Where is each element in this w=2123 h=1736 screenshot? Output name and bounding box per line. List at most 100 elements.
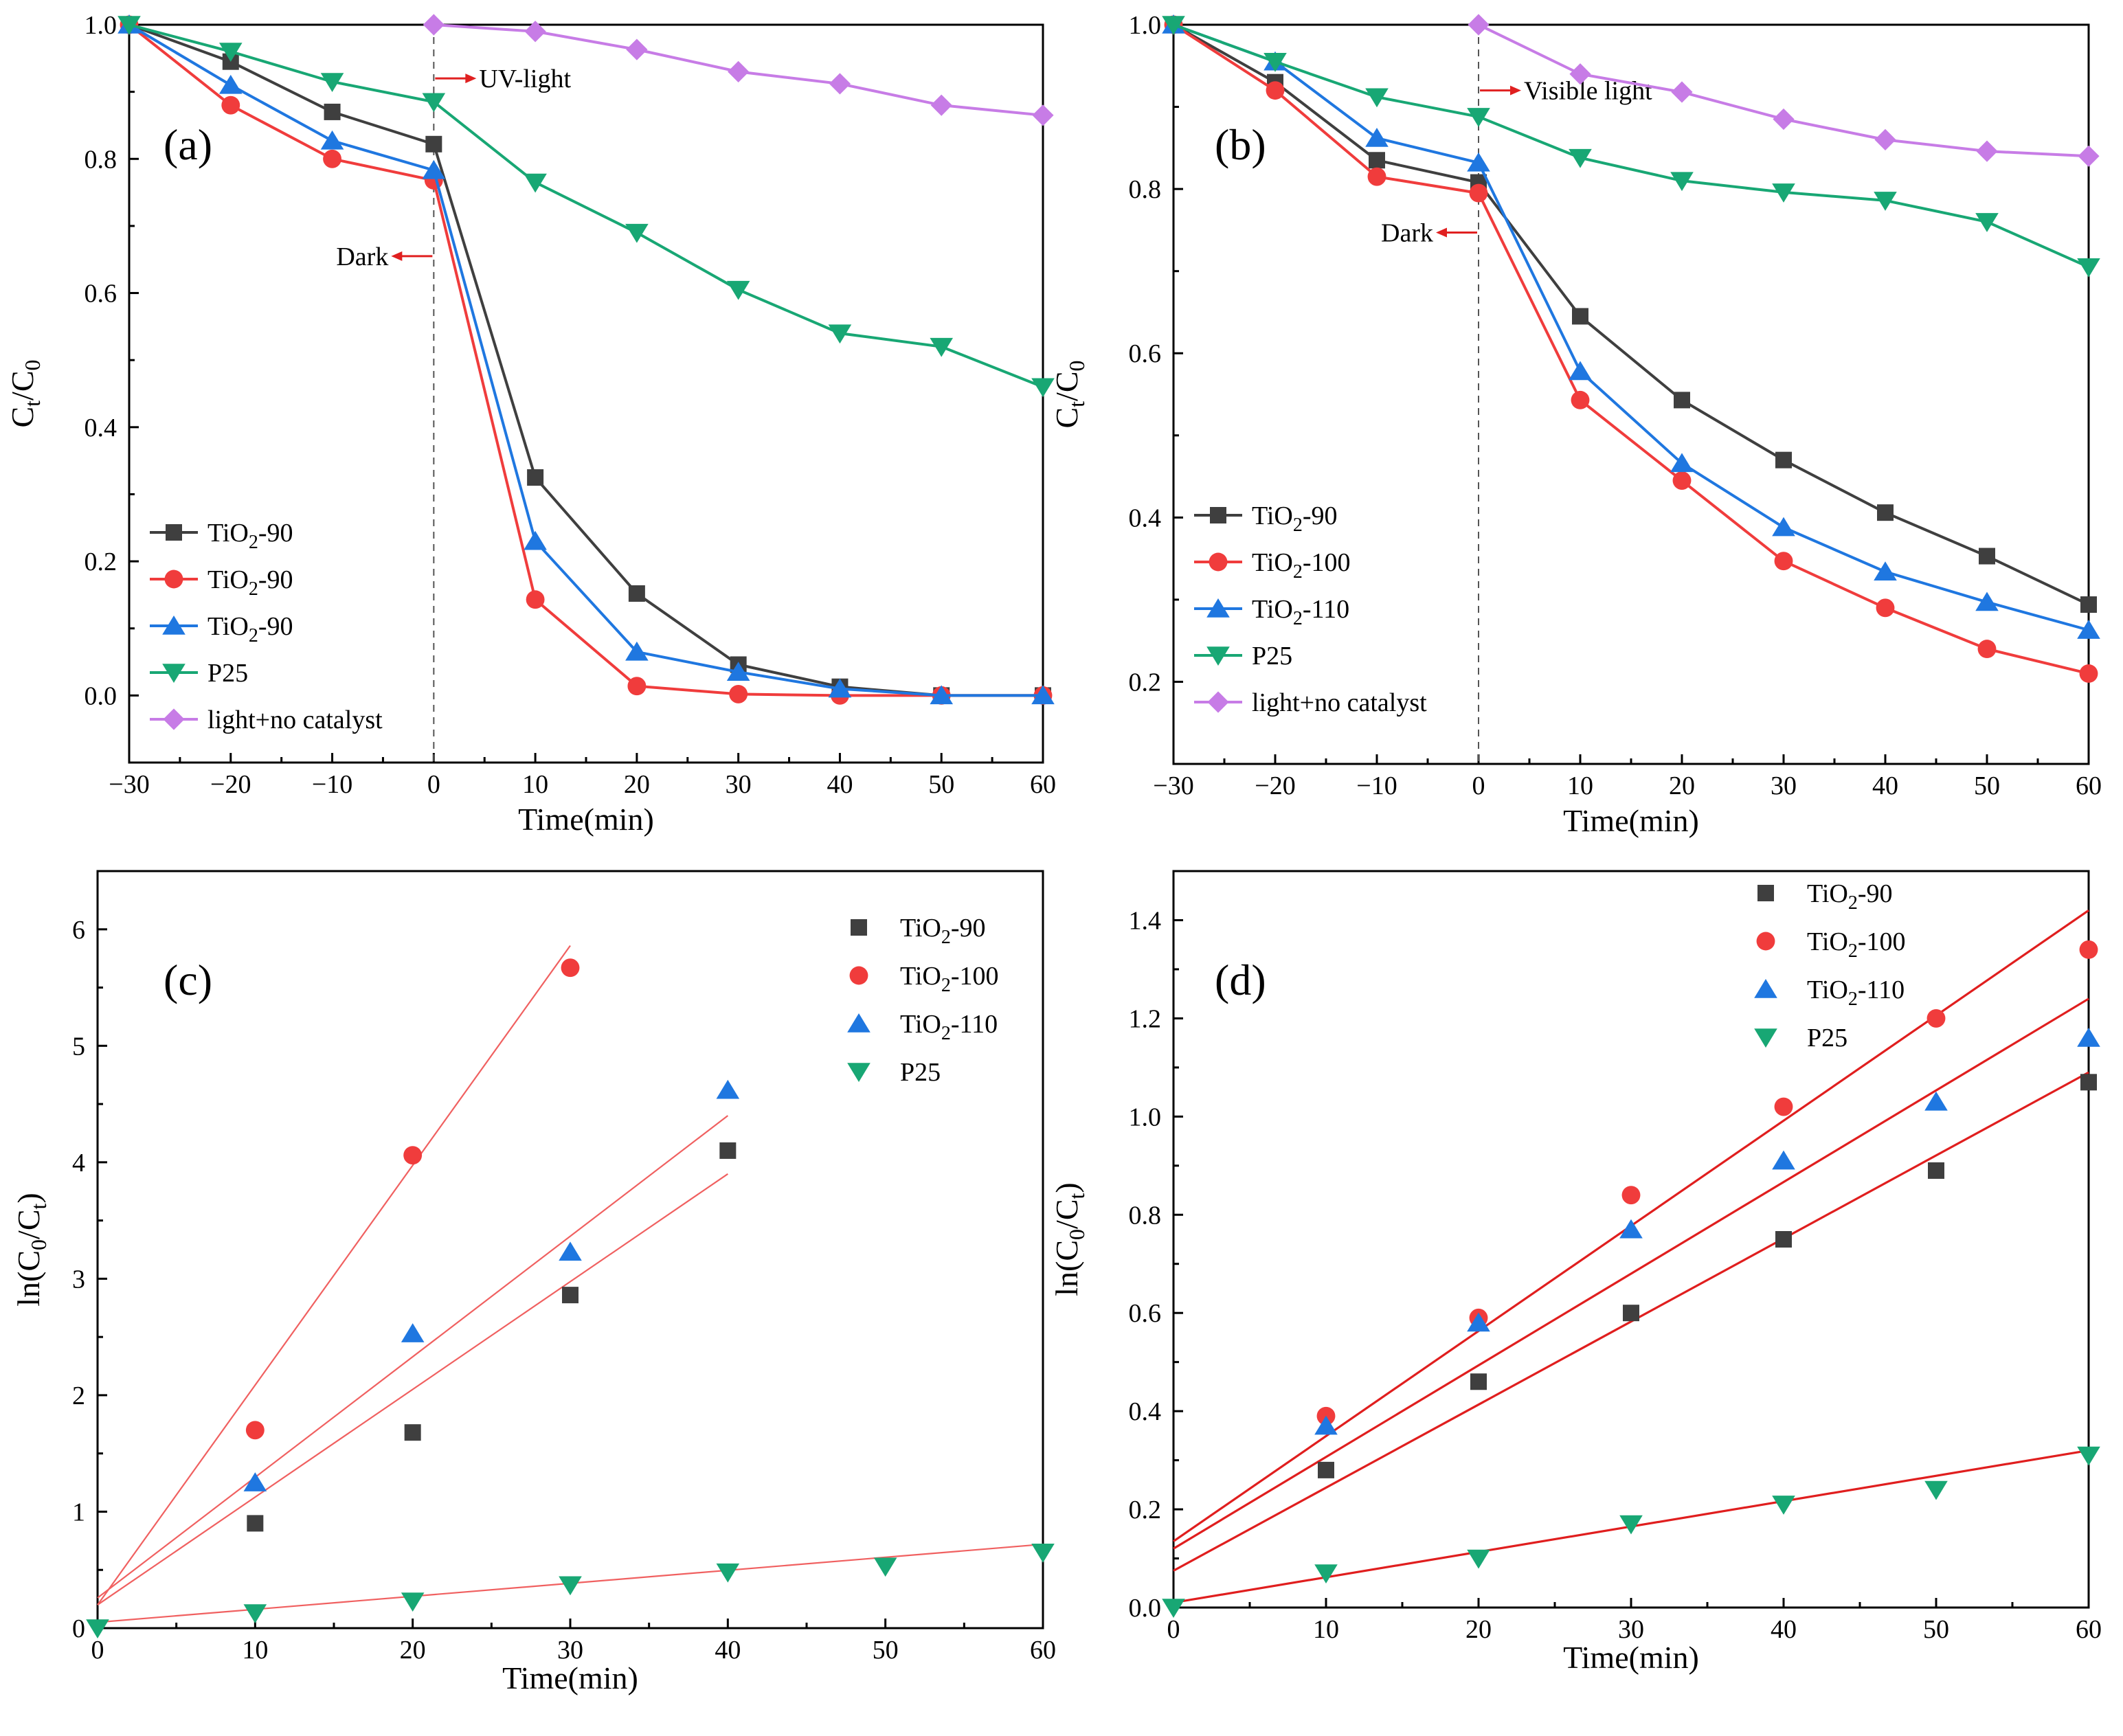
fit-line-0 [1173,1071,2089,1572]
data-point [1318,1461,1334,1478]
y-tick-label: 0 [72,1614,85,1643]
legend-label: P25 [900,1058,941,1087]
panel-label: (b) [1215,120,1266,169]
data-point [559,1576,582,1596]
data-point [828,324,852,344]
data-point [1266,81,1285,100]
data-point [524,21,546,43]
data-point [1032,104,1054,126]
x-tick-label: −30 [109,770,149,799]
series-2 [117,14,1055,705]
plot-frame [1172,23,2090,765]
x-tick-label: 30 [1771,771,1797,800]
series-4 [423,14,1054,126]
panel-a: −30 −20 −10 0 10 20 30 40 50 60 0.0 0.2 0.4 0.6 0.8 1.0… [5,11,1056,837]
data-point [423,14,445,36]
series-line [128,23,1043,697]
x-axis-title: Time(min) [502,1660,638,1695]
y-tick-label: 5 [72,1032,85,1061]
data-point [524,530,547,550]
data-point [1924,1480,1948,1500]
fit-line-0 [97,1173,728,1606]
legend-marker [1210,507,1226,523]
data-point [1467,1549,1490,1569]
panel-label: (a) [164,120,212,169]
y-tick-label: 1.0 [1129,11,1162,40]
legend-item: TiO2-110 [1194,595,1349,629]
data-point [829,73,851,95]
data-point [247,1515,264,1532]
data-point [1467,1312,1490,1332]
y-tick-label: 1.0 [85,11,117,40]
legend-item: TiO2-100 [1194,548,1351,583]
y-axis-title: Ct/C0 [1049,360,1089,428]
data-point [243,1472,267,1491]
legend-label: TiO2-90 [1252,501,1338,536]
fit-line-1 [97,945,571,1605]
data-point [716,1079,740,1099]
data-point [562,1287,579,1304]
x-tick-label: −10 [1356,771,1397,800]
legend-label: TiO2-90 [207,565,293,600]
x-tick-label: 60 [1030,770,1056,799]
data-point [1670,172,1694,192]
legend-marker [162,664,186,683]
legend-item: TiO2-90 [150,612,293,646]
legend-marker [166,524,182,541]
data-point [1874,561,1897,580]
data-point [1623,1305,1639,1322]
data-point [1467,108,1490,127]
data-point [1976,140,1998,162]
x-tick-label: 0 [427,770,440,799]
legend-item: P25 [1754,1024,1847,1052]
data-point [1670,453,1694,473]
series-line [1172,23,2089,675]
x-tick-label: −20 [210,770,251,799]
data-point [1162,16,1185,35]
data-point [2080,596,2097,613]
y-tick-label: 1.2 [1129,1004,1162,1033]
data-point [245,1421,265,1440]
svg-text:Dark: Dark [336,243,388,271]
data-point [1975,591,1999,611]
data-point [1314,1415,1338,1435]
data-point [422,93,446,113]
x-tick-label: 10 [522,770,548,799]
x-tick-label: 10 [1313,1615,1339,1644]
y-tick-label: 1.0 [1129,1103,1162,1131]
x-tick-label: −20 [1255,771,1295,800]
data-point [1928,1162,1944,1179]
data-point [625,641,649,661]
y-tick-label: 0.4 [1129,1397,1162,1426]
data-point [221,95,240,115]
data-point [1774,1097,1793,1116]
legend-item: TiO2-100 [849,962,999,996]
legend: TiO2-90 TiO2-100 TiO2-110 P25 [1754,879,1906,1052]
x-tick-label: 20 [1465,1615,1492,1644]
data-point [2077,258,2100,278]
data-point [1468,14,1490,36]
legend-label: TiO2-90 [1807,879,1893,914]
series-3 [1162,1446,2100,1618]
data-point [218,74,243,94]
data-point [1774,552,1793,571]
legend-label: TiO2-90 [207,519,293,553]
y-tick-label: 0.8 [1129,175,1162,204]
legend-item: P25 [1194,642,1292,670]
fit-line-2 [1173,997,2089,1550]
series-line [128,23,1044,389]
x-tick-label: 30 [557,1636,583,1665]
y-tick-label: 0.6 [85,280,117,308]
data-point [1672,471,1692,490]
legend-label: P25 [1252,642,1292,670]
data-point [323,149,341,168]
data-point [218,43,243,63]
x-tick-label: 20 [624,770,650,799]
legend: TiO2-90 TiO2-100 TiO2-110 P25 [847,914,999,1087]
legend-item: P25 [150,659,248,688]
data-point [1365,127,1389,147]
x-tick-label: 60 [1030,1636,1056,1665]
x-tick-label: −10 [312,770,352,799]
data-point [1619,1219,1643,1239]
legend-label: TiO2-100 [1252,548,1351,583]
